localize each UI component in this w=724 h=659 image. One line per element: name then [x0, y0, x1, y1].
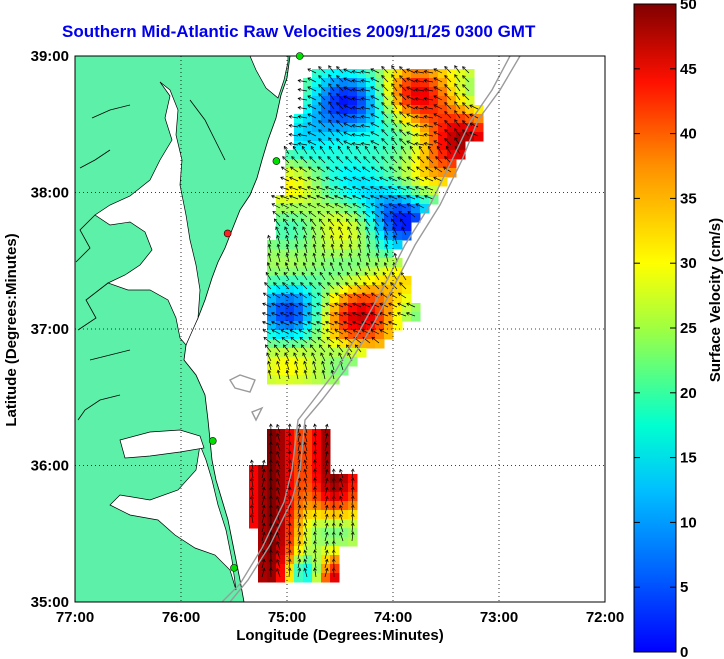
chart-title: Southern Mid-Atlantic Raw Velocities 200…	[62, 22, 536, 41]
grid-lines	[75, 56, 605, 602]
rivers	[75, 99, 226, 421]
x-tick-labels: 77:00 76:00 75:00 74:00 73:00 72:00	[56, 609, 624, 626]
x-tick-label: 75:00	[268, 609, 306, 626]
x-tick-label: 74:00	[374, 609, 412, 626]
colorbar	[633, 3, 677, 653]
colorbar-tick-label: 10	[680, 514, 697, 531]
y-axis-label: Latitude (Degrees:Minutes)	[3, 233, 20, 426]
station-marker	[272, 157, 281, 165]
station-marker	[230, 564, 238, 572]
colorbar-tick-label: 50	[680, 0, 697, 13]
velocity-field	[249, 69, 484, 583]
x-tick-label: 77:00	[56, 609, 94, 626]
colorbar-tick-label: 5	[680, 579, 688, 596]
albemarle-sound	[119, 429, 205, 459]
colorbar-tick-label: 45	[680, 61, 697, 78]
colorbar-tick-label: 30	[680, 255, 697, 272]
colorbar-tick-label: 15	[680, 450, 697, 467]
pamlico-sound	[109, 443, 237, 591]
station-markers	[209, 52, 304, 572]
chesapeake-bay	[94, 81, 201, 346]
colorbar-tick-label: 40	[680, 126, 697, 143]
plot-frame	[74, 55, 606, 603]
velocity-vectors	[250, 65, 479, 578]
delaware-bay	[249, 56, 289, 99]
colorbar-tick-label: 20	[680, 385, 697, 402]
x-tick-label: 73:00	[480, 609, 518, 626]
y-tick-label: 37:00	[31, 321, 69, 338]
x-tick-label: 72:00	[586, 609, 624, 626]
bathymetry-contours	[221, 56, 521, 602]
colorbar-tick-label: 25	[680, 320, 697, 337]
colorbar-tick-label: 35	[680, 190, 697, 207]
station-marker	[223, 229, 232, 238]
x-tick-label: 76:00	[162, 609, 200, 626]
y-tick-label: 39:00	[31, 48, 69, 65]
y-tick-label: 35:00	[31, 594, 69, 611]
y-tick-label: 36:00	[31, 458, 69, 475]
y-tick-labels: 39:00 38:00 37:00 36:00 35:00	[31, 48, 69, 611]
y-tick-label: 38:00	[31, 185, 69, 202]
x-axis-label: Longitude (Degrees:Minutes)	[236, 627, 444, 644]
colorbar-label: Surface Velocity (cm/s)	[707, 218, 724, 382]
station-marker	[295, 52, 304, 60]
colorbar-tick-label: 0	[680, 644, 688, 659]
station-marker	[209, 437, 217, 445]
